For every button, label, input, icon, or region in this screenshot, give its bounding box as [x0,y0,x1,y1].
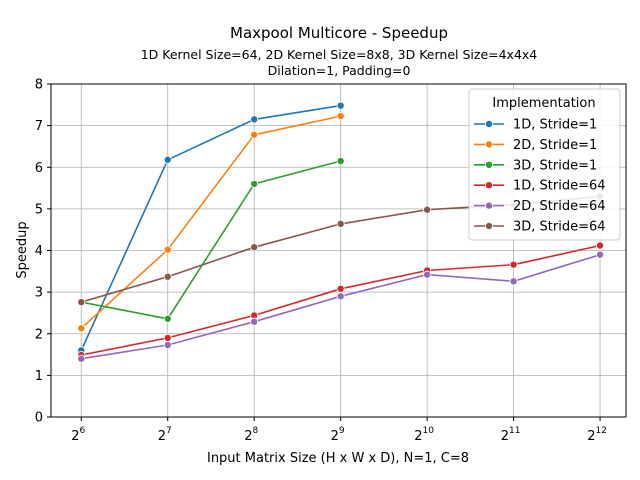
legend-label: 1D, Stride=1 [513,118,597,133]
data-point [423,270,432,279]
data-point [163,155,172,164]
x-tick-label: 26 [71,426,85,444]
y-tick-label: 7 [35,119,43,134]
data-point [509,260,518,269]
x-tick-base: 2 [587,429,595,444]
y-axis-ticks: 0 1 2 3 4 5 6 7 8 [35,78,51,426]
legend-entry: 3D, Stride=64 [474,220,606,235]
data-point [336,157,345,166]
data-point [250,317,259,326]
data-point [250,179,259,188]
data-point [250,130,259,139]
x-tick-base: 2 [414,429,422,444]
legend-entry: 2D, Stride=1 [474,138,597,153]
x-tick-label: 29 [331,426,345,444]
data-point [336,292,345,301]
legend-marker [484,140,493,149]
legend-marker [484,120,493,129]
series-1 [77,101,345,355]
x-tick-exponent: 6 [80,426,86,436]
legend-entry: 1D, Stride=1 [474,118,597,133]
data-point [596,241,605,250]
series-3 [77,157,345,323]
x-tick-label: 212 [587,426,607,444]
x-tick-base: 2 [71,429,79,444]
legend-frame [468,88,621,241]
legend-marker [484,221,493,230]
legend-entry: 2D, Stride=64 [474,199,606,214]
legend-marker [484,160,493,169]
x-tick-base: 2 [331,429,339,444]
x-tick-exponent: 8 [252,426,258,436]
series-line [81,160,341,320]
data-point [163,272,172,281]
y-tick-label: 1 [35,369,43,384]
legend-entry: 3D, Stride=1 [474,158,597,173]
y-tick-label: 2 [35,327,43,342]
y-tick-label: 0 [35,411,43,426]
data-point [77,298,86,307]
y-tick-label: 4 [35,244,43,259]
data-point [336,101,345,110]
x-tick-exponent: 7 [166,426,172,436]
data-point [163,245,172,254]
x-tick-exponent: 10 [423,426,435,436]
legend-title: Implementation [492,96,595,111]
data-point [423,205,432,214]
y-tick-label: 8 [35,78,43,93]
x-tick-label: 211 [501,426,521,444]
series-2 [77,112,345,333]
x-axis-ticks: 26 27 28 29 210 211 212 [71,417,607,444]
data-point [596,250,605,259]
data-point [336,112,345,121]
data-point [163,314,172,323]
x-tick-exponent: 11 [509,426,520,436]
chart-subtitle-line-1: 1D Kernel Size=64, 2D Kernel Size=8x8, 3… [141,47,538,62]
legend-label: 3D, Stride=64 [513,220,606,235]
data-point [250,115,259,124]
x-tick-base: 2 [158,429,166,444]
data-point [250,243,259,252]
x-tick-label: 28 [244,426,258,444]
data-point [77,324,86,333]
x-axis-label: Input Matrix Size (H x W x D), N=1, C=8 [207,451,469,466]
legend-label: 2D, Stride=64 [513,199,606,214]
series-line [80,104,341,351]
y-tick-label: 6 [35,161,43,176]
legend: Implementation 1D, Stride=1 2D, Stride=1 3… [468,88,621,241]
y-axis-label: Speedup [15,221,30,278]
y-tick-label: 5 [35,202,43,217]
series-5 [77,250,605,363]
data-point [336,284,345,293]
data-point [163,333,172,342]
x-tick-exponent: 9 [339,426,345,436]
legend-marker [484,201,493,210]
y-tick-label: 3 [35,286,43,301]
chart-subtitle-line-2: Dilation=1, Padding=0 [268,63,411,78]
x-tick-base: 2 [244,429,252,444]
data-point [336,219,345,228]
legend-label: 3D, Stride=1 [513,158,597,173]
data-point [509,277,518,286]
legend-label: 1D, Stride=64 [513,179,606,194]
x-tick-label: 210 [414,426,434,444]
legend-label: 2D, Stride=1 [513,138,597,153]
legend-marker [484,181,493,190]
x-tick-label: 27 [158,426,172,444]
chart-title: Maxpool Multicore - Speedup [230,24,448,42]
x-tick-base: 2 [501,429,509,444]
series-line [80,115,341,329]
data-point [77,354,86,363]
x-tick-exponent: 12 [595,426,606,436]
legend-entry: 1D, Stride=64 [474,179,606,194]
data-point [163,340,172,349]
